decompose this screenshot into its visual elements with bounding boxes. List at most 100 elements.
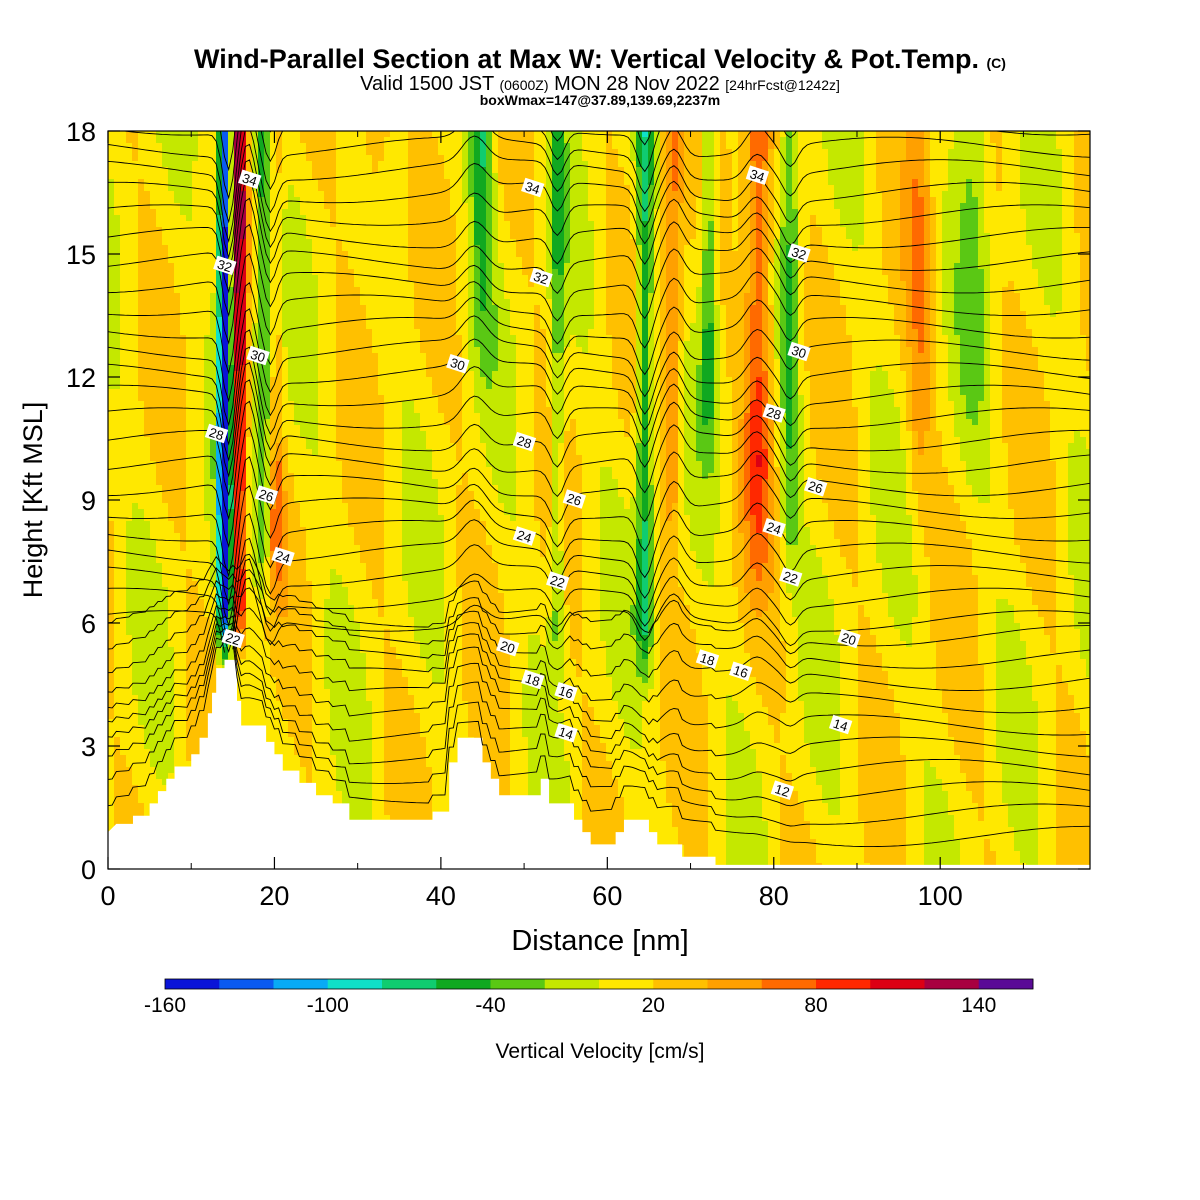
velocity-cell — [144, 713, 151, 720]
velocity-cell — [264, 527, 271, 534]
velocity-cell — [144, 377, 151, 384]
velocity-cell — [330, 551, 337, 558]
velocity-cell — [312, 245, 319, 252]
velocity-cell — [330, 791, 337, 798]
velocity-cell — [198, 647, 205, 654]
velocity-cell — [180, 257, 187, 264]
velocity-cell — [270, 533, 277, 540]
velocity-cell — [126, 725, 133, 732]
velocity-cell — [132, 455, 139, 462]
velocity-cell — [336, 359, 343, 366]
velocity-cell — [198, 395, 205, 402]
velocity-cell — [138, 383, 145, 390]
velocity-cell — [264, 521, 271, 528]
velocity-cell — [138, 779, 145, 786]
velocity-cell — [282, 677, 289, 684]
velocity-cell — [156, 695, 163, 702]
velocity-cell — [156, 155, 163, 162]
velocity-cell — [240, 359, 247, 366]
velocity-cell — [300, 461, 307, 468]
velocity-cell — [270, 191, 277, 198]
velocity-cell — [162, 641, 169, 648]
velocity-cell — [156, 245, 163, 252]
velocity-cell — [324, 455, 331, 462]
velocity-cell — [246, 209, 253, 216]
velocity-cell — [342, 719, 349, 726]
velocity-cell — [276, 179, 283, 186]
velocity-cell — [270, 569, 277, 576]
velocity-cell — [114, 773, 121, 780]
velocity-cell — [186, 521, 193, 528]
velocity-cell — [336, 611, 343, 618]
velocity-cell — [324, 197, 331, 204]
velocity-cell — [132, 287, 139, 294]
velocity-cell — [198, 299, 205, 306]
velocity-cell — [108, 803, 115, 810]
velocity-cell — [216, 407, 223, 414]
velocity-cell — [276, 161, 283, 168]
velocity-cell — [330, 131, 337, 138]
velocity-cell — [306, 437, 313, 444]
velocity-cell — [120, 425, 127, 432]
velocity-cell — [162, 383, 169, 390]
velocity-cell — [150, 233, 157, 240]
velocity-cell — [198, 587, 205, 594]
velocity-cell — [144, 539, 151, 546]
velocity-cell — [114, 551, 121, 558]
velocity-cell — [324, 653, 331, 660]
velocity-cell — [234, 257, 241, 264]
velocity-cell — [342, 707, 349, 714]
velocity-cell — [216, 575, 223, 582]
velocity-cell — [120, 791, 127, 798]
velocity-cell — [258, 677, 265, 684]
velocity-cell — [300, 659, 307, 666]
velocity-cell — [270, 545, 277, 552]
velocity-cell — [342, 233, 349, 240]
velocity-cell — [216, 329, 223, 336]
velocity-cell — [288, 623, 295, 630]
velocity-cell — [120, 233, 127, 240]
velocity-cell — [216, 305, 223, 312]
velocity-cell — [156, 707, 163, 714]
velocity-cell — [330, 437, 337, 444]
velocity-cell — [318, 227, 325, 234]
velocity-cell — [222, 215, 229, 222]
velocity-cell — [150, 449, 157, 456]
velocity-cell — [186, 407, 193, 414]
velocity-cell — [264, 245, 271, 252]
velocity-cell — [108, 431, 115, 438]
velocity-cell — [288, 467, 295, 474]
velocity-cell — [126, 275, 133, 282]
velocity-cell — [234, 419, 241, 426]
velocity-cell — [270, 287, 277, 294]
velocity-cell — [228, 143, 235, 150]
velocity-cell — [264, 161, 271, 168]
velocity-cell — [276, 401, 283, 408]
velocity-cell — [126, 803, 133, 810]
velocity-cell — [204, 425, 211, 432]
velocity-cell — [276, 497, 283, 504]
velocity-cell — [198, 155, 205, 162]
velocity-cell — [204, 503, 211, 510]
velocity-cell — [120, 665, 127, 672]
velocity-cell — [168, 479, 175, 486]
velocity-cell — [132, 239, 139, 246]
velocity-cell — [138, 809, 145, 816]
velocity-cell — [132, 647, 139, 654]
velocity-cell — [288, 581, 295, 588]
velocity-cell — [168, 131, 175, 138]
velocity-cell — [192, 617, 199, 624]
velocity-cell — [324, 647, 331, 654]
velocity-cell — [186, 479, 193, 486]
velocity-cell — [120, 155, 127, 162]
velocity-cell — [246, 323, 253, 330]
velocity-cell — [318, 677, 325, 684]
velocity-cell — [222, 587, 229, 594]
velocity-cell — [186, 311, 193, 318]
velocity-cell — [270, 317, 277, 324]
velocity-cell — [228, 557, 235, 564]
velocity-cell — [150, 389, 157, 396]
velocity-cell — [186, 515, 193, 522]
velocity-cell — [300, 569, 307, 576]
velocity-cell — [162, 449, 169, 456]
